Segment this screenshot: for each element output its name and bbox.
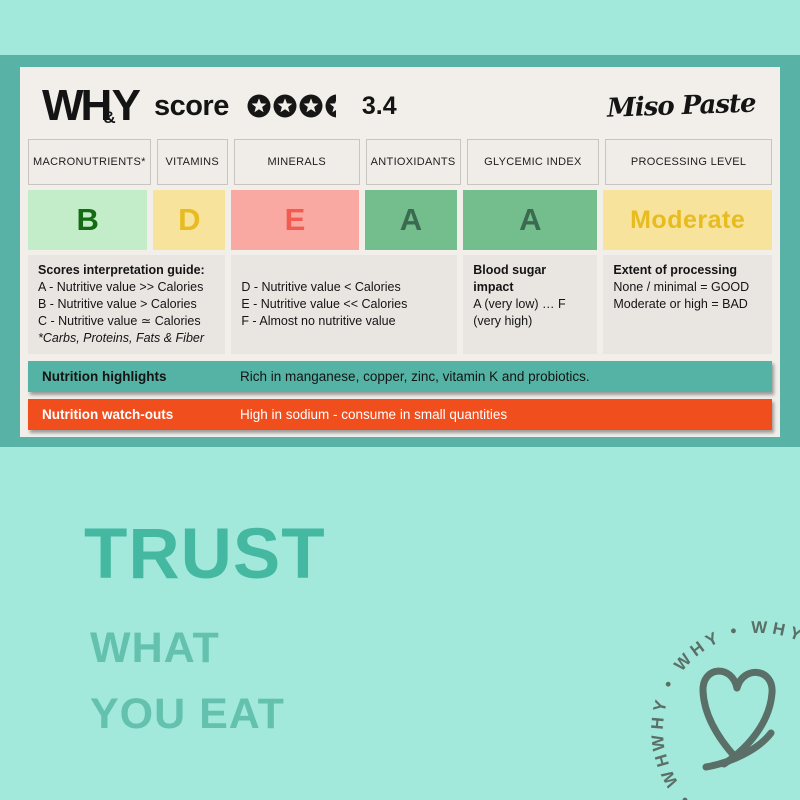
grade-glycemic-index: A [463, 190, 598, 250]
star-icon [299, 94, 323, 118]
guide-title: Blood sugar impact [473, 263, 547, 294]
column-header-minerals: MINERALS [233, 139, 360, 185]
slogan-you-eat: YOU EAT [90, 690, 285, 738]
interpretation-guide-row: Scores interpretation guide: A - Nutriti… [28, 255, 772, 354]
grade-macronutrients: B [28, 190, 148, 250]
slogan-trust: TRUST [84, 515, 326, 594]
column-header-macronutrients: MACRONUTRIENTS* [28, 139, 151, 185]
heart-icon [699, 667, 776, 771]
score-card: WH & Y score 3.4 Miso Paste MACRONUTRIENTS… [20, 67, 780, 437]
guide-line: D - Nutritive value < Calories [241, 280, 401, 294]
column-header-antioxidants: ANTIOXIDANTS [365, 139, 461, 185]
column-header-processing-level: PROCESSING LEVEL [605, 139, 772, 185]
guide-line: E - Nutritive value << Calories [241, 297, 408, 311]
guide-line: B - Nutritive value > Calories [38, 297, 197, 311]
score-label: score [153, 89, 229, 122]
nutrition-highlights-row: Nutrition highlights Rich in manganese, … [28, 361, 772, 392]
why-logo: WH & Y [42, 81, 141, 131]
logo-ampersand: & [103, 108, 116, 127]
category-header-row: MACRONUTRIENTS* VITAMINS MINERALS ANTIOX… [28, 139, 772, 185]
partial-star-icon [325, 94, 336, 118]
guide-line: A (very low) … F (very high) [473, 297, 566, 328]
guide-scores-def: D - Nutritive value < Calories E - Nutri… [231, 255, 458, 354]
star-rating [247, 93, 336, 119]
watchouts-label: Nutrition watch-outs [42, 407, 174, 422]
logo-wh: WH [42, 81, 112, 130]
slogan-what: WHAT [90, 624, 220, 672]
guide-line: A - Nutritive value >> Calories [38, 280, 204, 294]
guide-footnote: *Carbs, Proteins, Fats & Fiber [38, 331, 205, 345]
guide-title: Extent of processing [613, 263, 737, 277]
product-name: Miso Paste [606, 88, 757, 124]
guide-blood-sugar: Blood sugar impact A (very low) … F (ver… [463, 255, 598, 354]
grade-row: B D E A A Moderate [28, 190, 772, 250]
grade-vitamins: D [153, 190, 226, 250]
guide-scores-abc: Scores interpretation guide: A - Nutriti… [28, 255, 226, 354]
grade-processing-level: Moderate [603, 190, 772, 250]
nutrition-watchouts-row: Nutrition watch-outs High in sodium - co… [28, 399, 772, 430]
highlights-label: Nutrition highlights [42, 369, 167, 384]
why-heart-stamp: WHY • WHY • WHY • WHY • WHY • WHY • WHY … [610, 580, 800, 800]
logo-y: Y [111, 81, 141, 130]
card-header: WH & Y score 3.4 Miso Paste [28, 67, 772, 139]
highlights-text: Rich in manganese, copper, zinc, vitamin… [240, 369, 590, 384]
star-icon [325, 94, 336, 118]
column-header-glycemic-index: GLYCEMIC INDEX [466, 139, 600, 185]
star-icon [273, 94, 297, 118]
guide-processing: Extent of processing None / minimal = GO… [603, 255, 772, 354]
score-value: 3.4 [361, 91, 397, 120]
watchouts-text: High in sodium - consume in small quanti… [240, 407, 508, 422]
column-header-vitamins: VITAMINS [156, 139, 228, 185]
star-icon [247, 94, 271, 118]
guide-title: Scores interpretation guide: [38, 263, 205, 277]
guide-line: C - Nutritive value ≃ Calories [38, 314, 201, 328]
guide-line: F - Almost no nutritive value [241, 314, 396, 328]
grade-antioxidants: A [364, 190, 458, 250]
guide-line: None / minimal = GOOD [613, 280, 750, 294]
guide-line: Moderate or high = BAD [613, 297, 748, 311]
grade-minerals: E [231, 190, 359, 250]
